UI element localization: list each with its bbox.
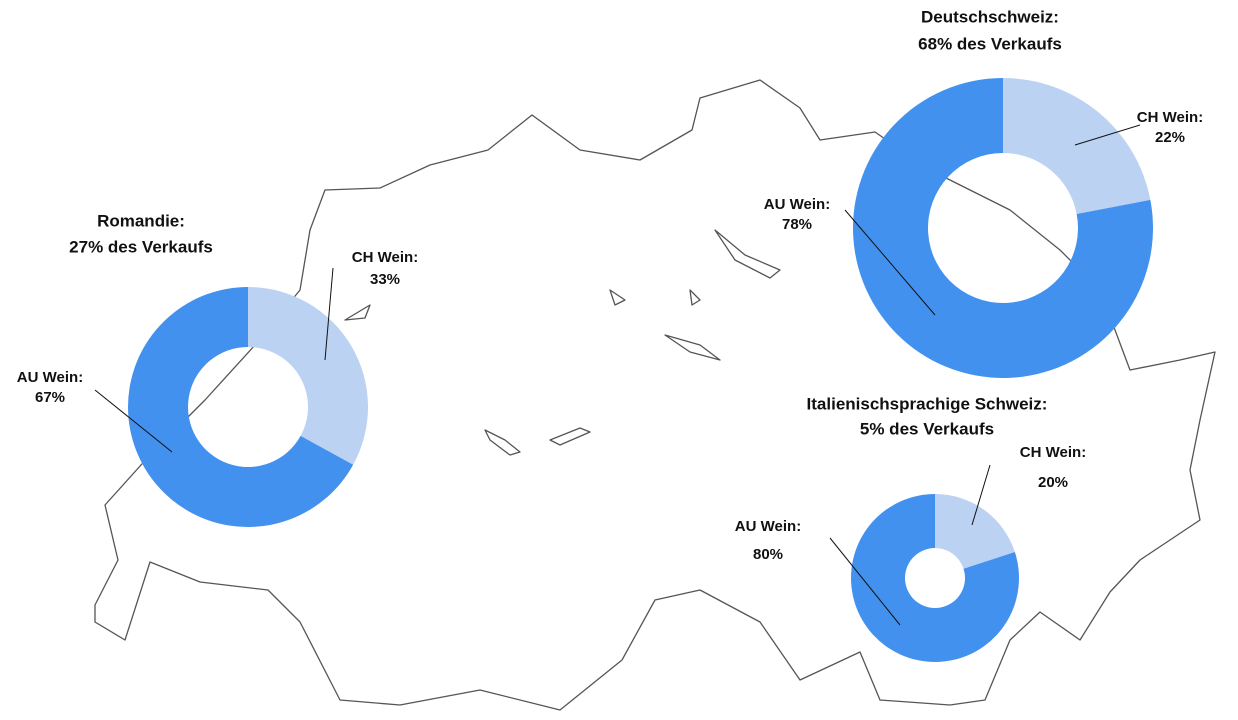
chart-title: Deutschschweiz: [921,7,1059,26]
slice-label: CH Wein: [352,249,418,266]
chart-subtitle: 68% des Verkaufs [918,34,1062,53]
lake [609,289,626,306]
lake [344,304,371,321]
slice-label: AU Wein: [764,196,830,213]
donut-slice [1003,78,1151,214]
value-label: 22% [1155,129,1185,146]
map [94,79,1216,711]
value-label: 20% [1038,474,1068,491]
chart-subtitle: 27% des Verkaufs [69,237,213,256]
leader-line [844,209,936,316]
donut-slice [851,494,1019,662]
leader-line [829,537,901,626]
value-label: 78% [782,216,812,233]
map-outline [94,79,1216,711]
donut-slice [853,78,1153,378]
lake [484,429,521,456]
lake [714,229,781,279]
donut-slice [128,287,354,527]
value-label: 67% [35,389,65,406]
lake [664,334,721,361]
slice-label: CH Wein: [1020,444,1086,461]
leader-line [324,267,334,361]
slice-label: CH Wein: [1137,109,1203,126]
chart-title: Italienischsprachige Schweiz: [807,394,1048,413]
lake [689,289,701,306]
donut-slice [248,287,368,465]
leader-line [94,389,173,453]
value-label: 33% [370,271,400,288]
value-label: 80% [753,546,783,563]
lake [549,427,591,446]
slice-label: AU Wein: [17,369,83,386]
donut-slice [935,494,1015,569]
chart-title: Romandie: [97,211,185,230]
leader-line [1074,124,1141,146]
slice-label: AU Wein: [735,518,801,535]
leader-line [971,464,991,526]
chart-subtitle: 5% des Verkaufs [860,419,994,438]
